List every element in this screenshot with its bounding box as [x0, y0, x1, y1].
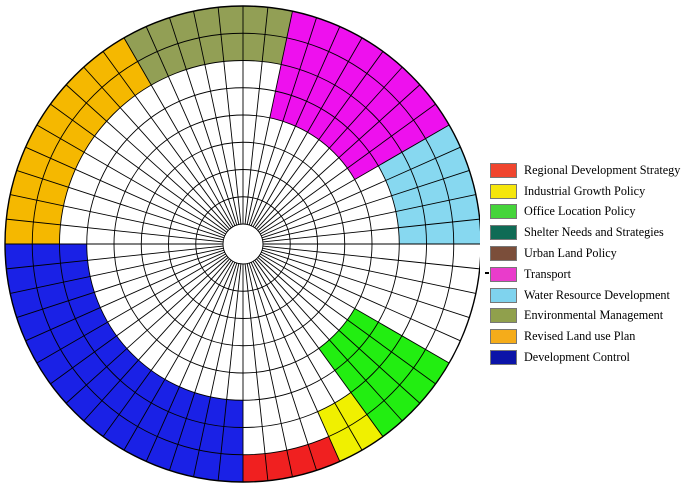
spoke-line [193, 263, 240, 477]
spoke-line [261, 251, 461, 342]
legend-item-water: Water Resource Development [490, 285, 680, 306]
spoke-line [50, 103, 228, 233]
spoke-line [217, 7, 242, 225]
spoke-line [217, 263, 242, 481]
spoke-line [261, 146, 461, 237]
legend: Regional Development Strategy Industrial … [490, 160, 680, 368]
spoke-layer [5, 6, 480, 482]
spoke-line [16, 249, 225, 318]
legend-label: Environmental Management [524, 308, 664, 323]
wheel-edge-marker [485, 272, 489, 274]
spoke-line [260, 253, 450, 364]
spoke-line [262, 194, 476, 241]
spoke-line [36, 124, 226, 235]
spoke-line [10, 247, 224, 294]
spoke-line [262, 245, 480, 270]
legend-item-environment: Environmental Management [490, 306, 680, 327]
sector-control [5, 244, 243, 482]
spoke-line [65, 84, 229, 231]
spoke-line [246, 263, 293, 477]
spoke-line [6, 218, 224, 243]
spoke-line [25, 146, 225, 237]
spoke-line [262, 247, 476, 294]
legend-swatch [490, 225, 517, 241]
sector-office [318, 308, 450, 437]
legend-item-industrial: Industrial Growth Policy [490, 181, 680, 202]
spoke-line [244, 7, 269, 225]
spoke-line [258, 255, 436, 385]
spoke-line [261, 249, 470, 318]
spoke-line [257, 257, 421, 404]
spoke-line [250, 262, 341, 462]
legend-swatch [490, 287, 517, 303]
radial-wheel-diagram [4, 5, 480, 483]
legend-swatch [490, 350, 517, 366]
sector-industrial [317, 392, 383, 462]
spoke-line [16, 170, 225, 239]
ring-circle [222, 223, 264, 265]
legend-label: Regional Development Strategy [524, 162, 681, 177]
spoke-line [252, 37, 363, 227]
spoke-line [169, 262, 238, 471]
spoke-line [65, 257, 229, 404]
spoke-line [254, 259, 384, 437]
spoke-line [145, 262, 236, 462]
spoke-line [258, 103, 436, 233]
spoke-line [244, 263, 269, 481]
spoke-line [256, 66, 403, 230]
spoke-line [256, 258, 403, 422]
legend-item-shelter: Shelter Needs and Strategies [490, 222, 680, 243]
legend-item-transport: Transport [490, 264, 680, 285]
legend-label: Urban Land Policy [524, 246, 617, 261]
legend-swatch [490, 308, 517, 324]
spoke-line [193, 11, 240, 225]
sector-regional [243, 436, 340, 482]
spoke-line [246, 11, 293, 225]
legend-item-office: Office Location Policy [490, 202, 680, 223]
spoke-line [248, 262, 317, 471]
legend-swatch [490, 266, 517, 282]
legend-label: Office Location Policy [524, 204, 636, 219]
legend-label: Shelter Needs and Strategies [524, 225, 664, 240]
legend-swatch [490, 329, 517, 345]
spoke-line [169, 17, 238, 226]
legend-item-regional: Regional Development Strategy [490, 160, 680, 181]
legend-label: Water Resource Development [524, 287, 670, 302]
spoke-line [252, 261, 363, 451]
spoke-line [83, 66, 230, 230]
spoke-line [25, 251, 225, 342]
legend-label: Transport [524, 266, 571, 281]
spoke-line [36, 253, 226, 364]
legend-label: Industrial Growth Policy [524, 183, 646, 198]
spoke-line [10, 194, 224, 241]
legend-item-control: Development Control [490, 347, 680, 368]
sector-transport [269, 11, 450, 180]
spoke-line [254, 51, 384, 229]
legend-swatch [490, 204, 517, 220]
spoke-line [250, 26, 341, 226]
legend-label: Development Control [524, 350, 630, 365]
sector-layer [5, 6, 480, 482]
spoke-line [248, 17, 317, 226]
spoke-line [50, 255, 228, 385]
legend-item-urban: Urban Land Policy [490, 243, 680, 264]
sector-landuse [5, 37, 152, 244]
spoke-line [102, 259, 232, 437]
legend-swatch [490, 162, 517, 178]
spoke-line [123, 261, 234, 451]
spoke-line [145, 26, 236, 226]
spoke-line [261, 170, 470, 239]
legend-item-landuse: Revised Land use Plan [490, 326, 680, 347]
spoke-line [6, 245, 224, 270]
spoke-line [83, 258, 230, 422]
spoke-line [260, 124, 450, 235]
legend-swatch [490, 183, 517, 199]
spoke-line [262, 218, 480, 243]
spoke-line [123, 37, 234, 227]
spoke-line [102, 51, 232, 229]
legend-swatch [490, 246, 517, 262]
legend-label: Revised Land use Plan [524, 329, 636, 344]
spoke-line [257, 84, 421, 231]
